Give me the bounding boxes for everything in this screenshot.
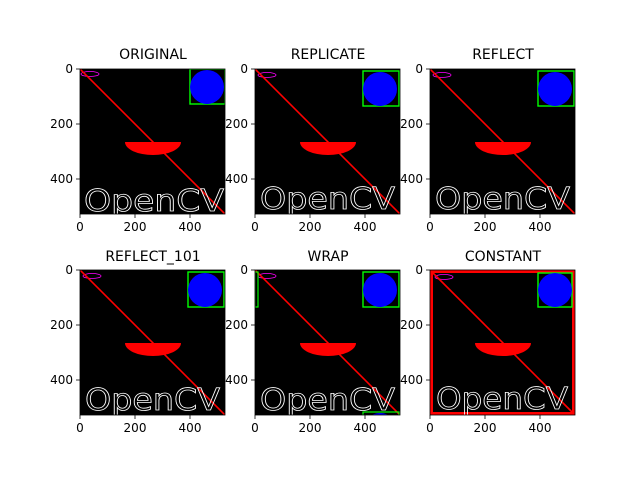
- y-tick-label: 400: [400, 373, 423, 387]
- opencv-text: OpenCV: [260, 383, 396, 418]
- y-tick-label: 200: [50, 117, 73, 131]
- x-tick-label: 0: [251, 220, 259, 234]
- blue-circle: [363, 72, 397, 106]
- y-tick-label: 400: [225, 373, 248, 387]
- opencv-text: OpenCV: [260, 182, 396, 217]
- x-tick-label: 0: [426, 220, 434, 234]
- subplot-reflect: REFLECT OpenCV 0 200 400 0 200 400: [400, 47, 575, 234]
- y-tick-label: 200: [50, 318, 73, 332]
- blue-circle: [363, 273, 397, 307]
- y-axis: 0 200 400: [400, 62, 430, 186]
- y-tick-label: 400: [400, 172, 423, 186]
- x-axis: 0 200 400: [76, 415, 201, 435]
- y-tick-label: 200: [225, 318, 248, 332]
- y-tick-label: 0: [240, 263, 248, 277]
- y-axis: 0 200 400: [50, 62, 80, 186]
- blue-circle: [538, 72, 572, 106]
- x-tick-label: 200: [299, 421, 322, 435]
- subplot-title-wrap: WRAP: [307, 249, 348, 265]
- x-tick-label: 400: [354, 421, 377, 435]
- x-tick-label: 200: [474, 421, 497, 435]
- subplot-title-reflect: REFLECT: [472, 47, 534, 63]
- x-tick-label: 200: [124, 421, 147, 435]
- x-tick-label: 400: [529, 421, 552, 435]
- image-reflect-101: OpenCV: [80, 270, 225, 418]
- y-tick-label: 400: [225, 172, 248, 186]
- y-axis: 0 200 400: [400, 263, 430, 387]
- blue-circle: [538, 273, 572, 307]
- subplot-wrap: WRAP OpenCV 0 200 400 0 200: [225, 249, 400, 447]
- subplot-title-constant: CONSTANT: [465, 249, 542, 265]
- blue-circle: [188, 273, 222, 307]
- blue-circle: [190, 70, 224, 104]
- y-axis: 0 200 400: [225, 263, 255, 387]
- image-original: OpenCV: [80, 69, 225, 219]
- y-tick-label: 200: [225, 117, 248, 131]
- x-tick-label: 0: [76, 421, 84, 435]
- subplot-original: ORIGINAL OpenCV 0 200 400 0 200 400: [50, 47, 225, 234]
- x-tick-label: 200: [474, 220, 497, 234]
- y-tick-label: 400: [50, 373, 73, 387]
- x-tick-label: 0: [426, 421, 434, 435]
- y-tick-label: 0: [240, 62, 248, 76]
- opencv-text: OpenCV: [85, 383, 221, 418]
- image-replicate: OpenCV: [255, 69, 400, 217]
- x-tick-label: 400: [529, 220, 552, 234]
- x-tick-label: 400: [354, 220, 377, 234]
- y-tick-label: 0: [65, 263, 73, 277]
- x-axis: 0 200 400: [251, 214, 376, 234]
- subplot-title-reflect-101: REFLECT_101: [105, 249, 200, 265]
- x-axis: 0 200 400: [426, 214, 551, 234]
- x-tick-label: 200: [124, 220, 147, 234]
- x-axis: 0 200 400: [76, 214, 201, 234]
- subplot-reflect-101: REFLECT_101 OpenCV 0 200 400 0 200 400: [50, 249, 225, 435]
- y-tick-label: 0: [415, 62, 423, 76]
- x-tick-label: 200: [299, 220, 322, 234]
- y-tick-label: 400: [50, 172, 73, 186]
- y-tick-label: 200: [400, 318, 423, 332]
- x-tick-label: 0: [251, 421, 259, 435]
- x-tick-label: 0: [76, 220, 84, 234]
- image-wrap: OpenCV: [255, 270, 400, 447]
- x-tick-label: 400: [179, 421, 202, 435]
- y-tick-label: 0: [65, 62, 73, 76]
- image-reflect: OpenCV: [430, 69, 575, 217]
- y-axis: 0 200 400: [50, 263, 80, 387]
- image-constant: OpenCV: [430, 270, 575, 417]
- subplot-replicate: REPLICATE OpenCV 0 200 400 0 200 400: [225, 47, 400, 234]
- x-axis: 0 200 400: [426, 415, 551, 435]
- subplot-title-replicate: REPLICATE: [291, 47, 366, 63]
- y-tick-label: 0: [415, 263, 423, 277]
- subplot-constant: CONSTANT OpenCV 0 200 400 0 200 400: [400, 249, 575, 435]
- x-tick-label: 400: [179, 220, 202, 234]
- y-axis: 0 200 400: [225, 62, 255, 186]
- y-tick-label: 200: [400, 117, 423, 131]
- x-axis: 0 200 400: [251, 415, 376, 435]
- opencv-text: OpenCV: [435, 182, 571, 217]
- opencv-text: OpenCV: [436, 382, 569, 417]
- subplot-title-original: ORIGINAL: [119, 47, 187, 63]
